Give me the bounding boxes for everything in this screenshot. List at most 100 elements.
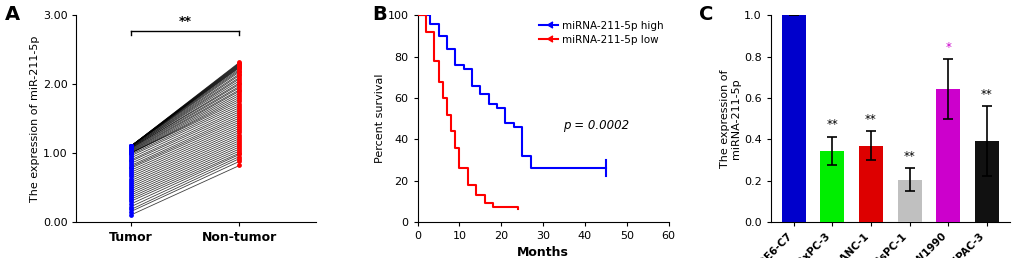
Bar [819, 151, 844, 222]
Point [122, 150, 139, 154]
Point [122, 176, 139, 181]
Point [231, 130, 248, 134]
Point [231, 65, 248, 69]
Point [231, 93, 248, 97]
Point [122, 193, 139, 197]
Point [122, 166, 139, 170]
Point [231, 79, 248, 83]
Point [122, 154, 139, 158]
Point [231, 163, 248, 167]
Point [122, 199, 139, 203]
Point [122, 144, 139, 148]
Point [231, 136, 248, 141]
Point [231, 72, 248, 76]
Point [122, 149, 139, 153]
Point [122, 161, 139, 165]
Point [231, 126, 248, 130]
Text: **: ** [178, 15, 192, 28]
Point [122, 144, 139, 148]
Point [231, 70, 248, 74]
Point [122, 213, 139, 217]
Point [122, 144, 139, 148]
Point [231, 124, 248, 128]
Bar [858, 146, 882, 222]
Point [231, 116, 248, 120]
Point [122, 145, 139, 149]
Point [231, 147, 248, 151]
Point [231, 60, 248, 64]
Text: B: B [372, 5, 387, 24]
Text: p = 0.0002: p = 0.0002 [562, 119, 629, 132]
Point [231, 110, 248, 114]
Point [231, 66, 248, 70]
Point [231, 159, 248, 163]
Point [122, 144, 139, 148]
Point [231, 143, 248, 147]
Point [122, 159, 139, 163]
Point [122, 187, 139, 191]
Point [231, 68, 248, 72]
Text: A: A [5, 5, 20, 24]
Point [231, 145, 248, 149]
Point [122, 150, 139, 155]
Point [122, 148, 139, 152]
Point [231, 77, 248, 81]
Point [122, 168, 139, 172]
Point [231, 108, 248, 112]
Point [231, 118, 248, 122]
Point [231, 120, 248, 124]
Point [122, 165, 139, 169]
Point [122, 163, 139, 167]
Point [231, 64, 248, 68]
Point [122, 146, 139, 150]
Point [122, 158, 139, 162]
Point [231, 67, 248, 71]
Point [122, 145, 139, 149]
Point [231, 157, 248, 161]
Point [122, 146, 139, 150]
Point [122, 152, 139, 157]
Point [122, 209, 139, 214]
Point [231, 95, 248, 99]
Point [122, 151, 139, 155]
Point [231, 151, 248, 155]
Point [122, 202, 139, 206]
Point [122, 144, 139, 148]
Point [231, 101, 248, 106]
Point [231, 106, 248, 110]
Point [231, 84, 248, 88]
Point [122, 144, 139, 148]
Point [122, 174, 139, 179]
Bar [974, 141, 998, 222]
Point [122, 144, 139, 148]
Point [122, 156, 139, 160]
Point [122, 146, 139, 150]
Point [122, 197, 139, 201]
Text: **: ** [864, 113, 876, 126]
Text: **: ** [980, 88, 991, 101]
Point [122, 144, 139, 148]
Bar [935, 89, 959, 222]
Point [231, 88, 248, 92]
Point [231, 64, 248, 68]
Point [122, 148, 139, 152]
Point [122, 146, 139, 150]
Point [122, 172, 139, 176]
Point [231, 114, 248, 118]
Y-axis label: The expression of miR-211-5p: The expression of miR-211-5p [30, 36, 40, 202]
Point [122, 147, 139, 151]
Point [122, 207, 139, 212]
Point [231, 103, 248, 108]
Point [122, 195, 139, 199]
Point [231, 75, 248, 79]
Bar [782, 15, 805, 222]
Point [231, 99, 248, 103]
Point [231, 82, 248, 86]
Point [122, 179, 139, 183]
Point [122, 185, 139, 189]
Point [122, 191, 139, 195]
Legend: miRNA-211-5p high, miRNA-211-5p low: miRNA-211-5p high, miRNA-211-5p low [538, 21, 662, 45]
Bar [897, 180, 920, 222]
Y-axis label: Percent survival: Percent survival [374, 74, 384, 163]
Text: **: ** [903, 150, 914, 163]
